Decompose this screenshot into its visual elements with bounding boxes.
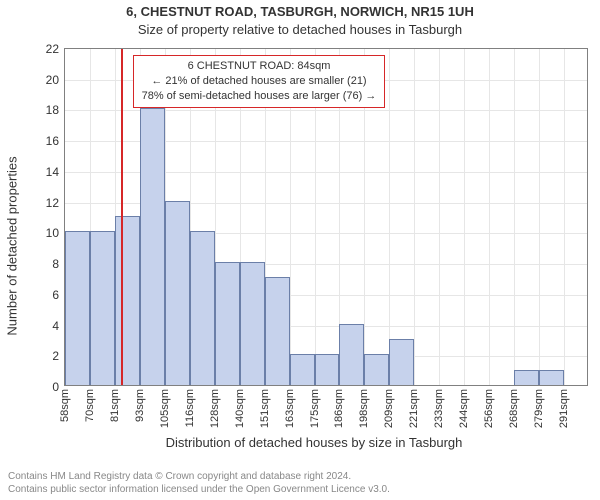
x-tick-label: 58sqm (59, 389, 71, 422)
bar (364, 354, 389, 385)
reference-line (121, 49, 123, 385)
x-tick-label: 128sqm (209, 389, 221, 428)
bar (240, 262, 265, 385)
bar (165, 201, 190, 385)
bar (90, 231, 115, 385)
footer-line-1: Contains HM Land Registry data © Crown c… (8, 471, 390, 484)
bar (190, 231, 215, 385)
x-tick-label: 163sqm (284, 389, 296, 428)
bar (265, 277, 290, 385)
title: 6, CHESTNUT ROAD, TASBURGH, NORWICH, NR1… (0, 4, 600, 19)
x-tick-label: 291sqm (558, 389, 570, 428)
y-tick-label: 6 (52, 288, 59, 302)
y-tick-label: 4 (52, 319, 59, 333)
y-tick-label: 0 (52, 380, 59, 394)
x-tick-label: 105sqm (159, 389, 171, 428)
gridline-v (514, 49, 515, 385)
gridline-v (389, 49, 390, 385)
y-tick-label: 12 (46, 196, 59, 210)
x-tick-label: 221sqm (408, 389, 420, 428)
annotation-line: 6 CHESTNUT ROAD: 84sqm (142, 59, 377, 74)
x-tick-label: 116sqm (184, 389, 196, 427)
y-tick-label: 14 (46, 165, 59, 179)
bar (514, 370, 539, 385)
x-tick-label: 70sqm (84, 389, 96, 422)
bar (65, 231, 90, 385)
x-tick-label: 244sqm (458, 389, 470, 428)
bar (389, 339, 414, 385)
bar (115, 216, 140, 385)
y-tick-label: 10 (46, 226, 59, 240)
y-tick-label: 22 (46, 42, 59, 56)
subtitle: Size of property relative to detached ho… (0, 22, 600, 37)
annotation-line: ← 21% of detached houses are smaller (21… (142, 74, 377, 89)
x-tick-label: 209sqm (383, 389, 395, 428)
x-tick-label: 151sqm (259, 389, 271, 428)
y-tick-label: 20 (46, 73, 59, 87)
gridline-v (539, 49, 540, 385)
x-tick-label: 93sqm (134, 389, 146, 422)
bar (140, 108, 165, 385)
x-tick-label: 198sqm (358, 389, 370, 428)
x-tick-label: 279sqm (533, 389, 545, 428)
footer: Contains HM Land Registry data © Crown c… (8, 471, 390, 496)
x-tick-label: 233sqm (433, 389, 445, 428)
annotation-line: 78% of semi-detached houses are larger (… (142, 89, 377, 104)
chart-area: Number of detached properties 0246810121… (36, 44, 592, 448)
y-tick-label: 8 (52, 257, 59, 271)
bar (290, 354, 315, 385)
plot-area: 024681012141618202258sqm70sqm81sqm93sqm1… (64, 48, 588, 386)
x-tick-label: 140sqm (234, 389, 246, 428)
y-tick-label: 18 (46, 103, 59, 117)
bar (539, 370, 564, 385)
gridline-v (564, 49, 565, 385)
gridline-v (489, 49, 490, 385)
bar (215, 262, 240, 385)
x-tick-label: 81sqm (109, 389, 121, 422)
y-tick-label: 16 (46, 134, 59, 148)
x-tick-label: 186sqm (333, 389, 345, 428)
y-tick-label: 2 (52, 349, 59, 363)
gridline-v (439, 49, 440, 385)
x-tick-label: 256sqm (483, 389, 495, 428)
footer-line-2: Contains public sector information licen… (8, 484, 390, 497)
y-axis-label: Number of detached properties (5, 156, 20, 335)
gridline-v (414, 49, 415, 385)
x-axis-label: Distribution of detached houses by size … (36, 435, 592, 450)
gridline-v (464, 49, 465, 385)
annotation-box: 6 CHESTNUT ROAD: 84sqm← 21% of detached … (133, 55, 386, 108)
x-tick-label: 175sqm (309, 389, 321, 428)
x-tick-label: 268sqm (508, 389, 520, 428)
bar (315, 354, 340, 385)
bar (339, 324, 364, 385)
